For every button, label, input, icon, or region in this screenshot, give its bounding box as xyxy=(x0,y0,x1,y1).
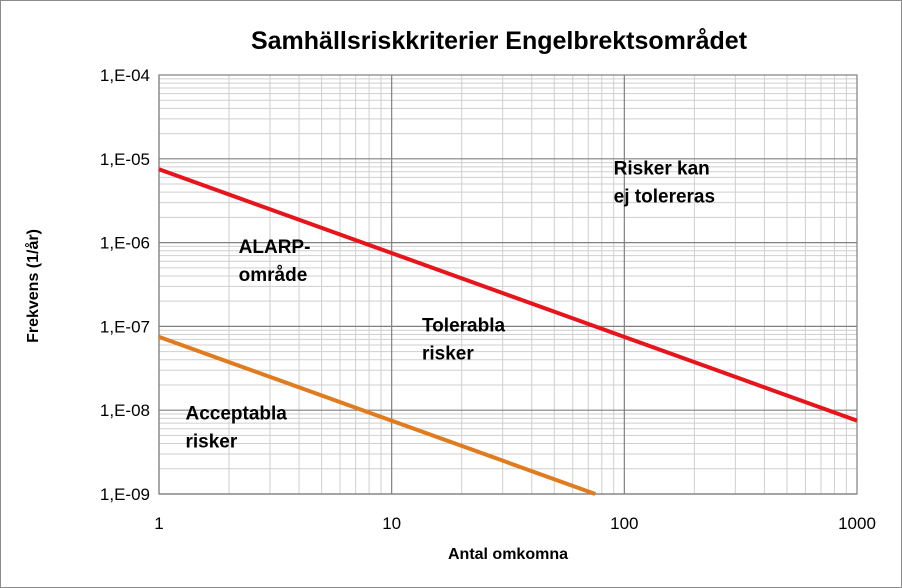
plot-area xyxy=(159,75,857,494)
annotation-text: Acceptabla xyxy=(186,404,288,425)
y-tick-label: 1,E-06 xyxy=(100,234,150,253)
y-tick-label: 1,E-07 xyxy=(100,317,150,336)
annotation-text: ALARP- xyxy=(239,237,311,258)
x-tick-label: 100 xyxy=(610,514,638,533)
annotation-text: ej tolereras xyxy=(614,186,715,207)
y-axis-ticks: 1,E-09 1,E-08 1,E-07 1,E-06 1,E-05 1,E-04 xyxy=(100,66,150,504)
series-layer xyxy=(158,167,858,496)
x-tick-label: 1 xyxy=(154,514,163,533)
chart-title: Samhällsriskkriterier Engelbrektsområdet xyxy=(251,27,748,55)
y-tick-label: 1,E-09 xyxy=(100,485,150,504)
annotations: Risker kan ej tolereras ALARP-område Tolera… xyxy=(186,158,716,452)
y-tick-label: 1,E-04 xyxy=(100,66,150,85)
plot-border xyxy=(158,74,858,495)
y-axis-label: Frekvens (1/år) xyxy=(24,229,42,343)
y-tick-label: 1,E-08 xyxy=(100,401,150,420)
annotation-text: Risker kan xyxy=(614,158,710,179)
x-tick-label: 1000 xyxy=(838,514,876,533)
x-tick-label: 10 xyxy=(382,514,401,533)
y-tick-label: 1,E-05 xyxy=(100,150,150,169)
annotation-text: Tolerabla xyxy=(422,315,505,336)
grid-minor xyxy=(159,75,857,494)
series-line-1 xyxy=(158,167,858,423)
series-line-2 xyxy=(158,334,596,496)
annotation-text: område xyxy=(239,265,308,286)
x-axis-ticks: 1 10 100 1000 xyxy=(154,514,876,533)
x-axis-label: Antal omkomna xyxy=(448,546,568,563)
annotation-text: risker xyxy=(422,343,474,364)
annotation-text: risker xyxy=(186,432,238,453)
